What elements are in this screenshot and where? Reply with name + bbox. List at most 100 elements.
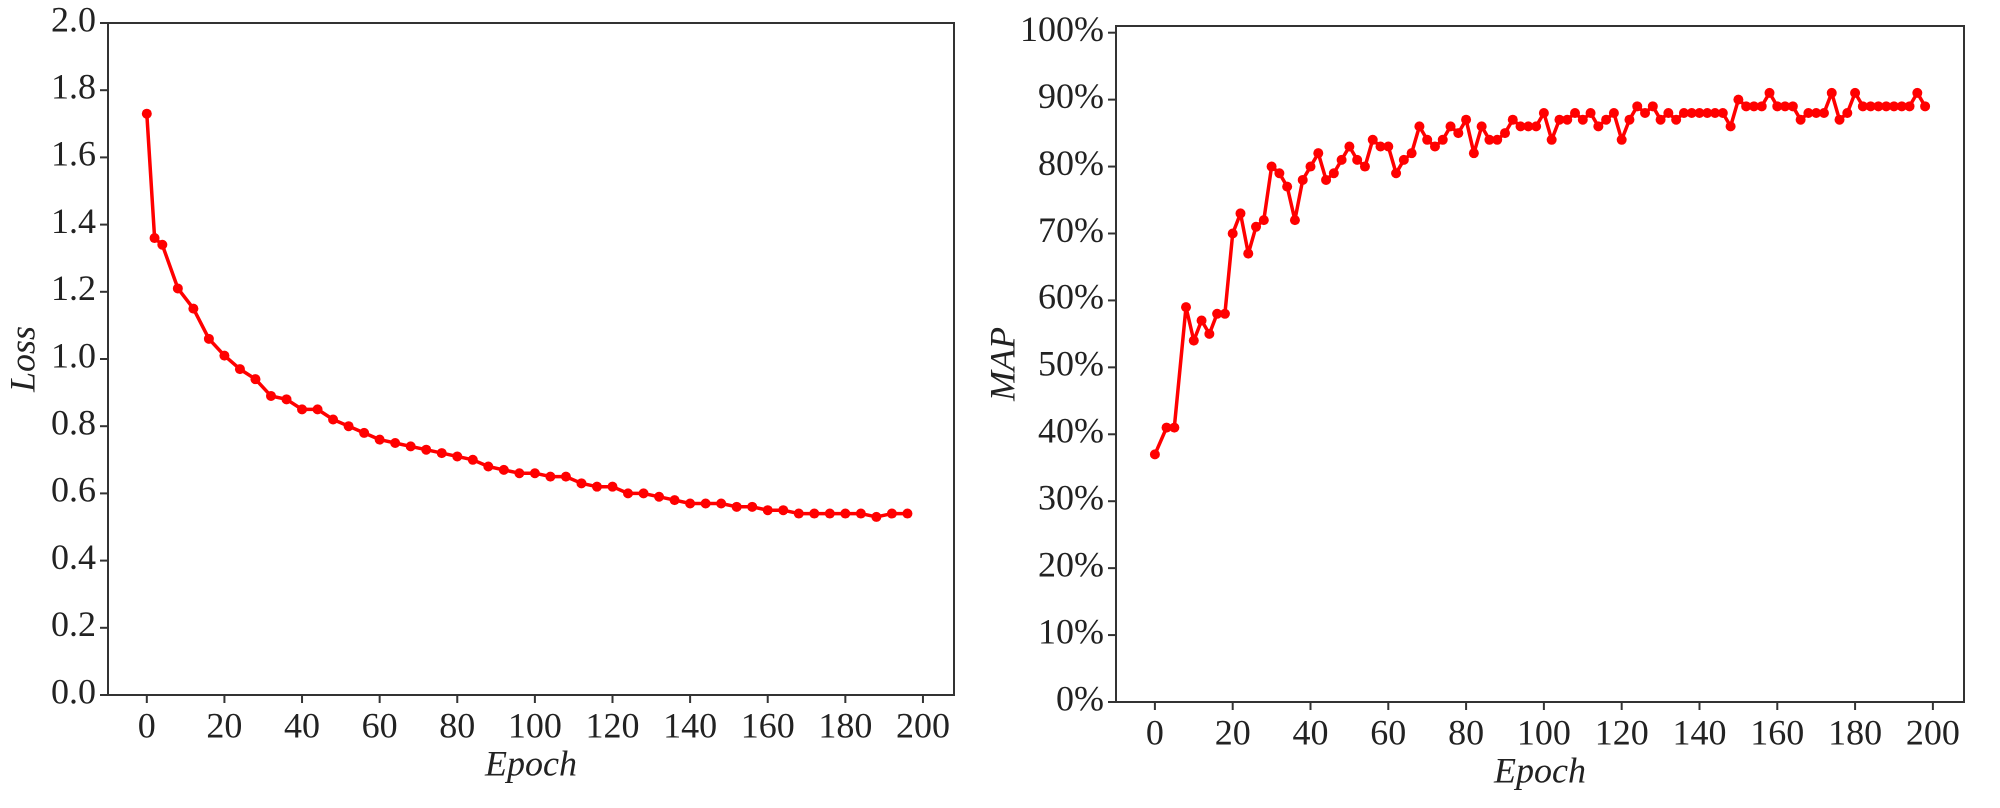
x-tick-label: 40 [1292,712,1328,752]
y-tick-label: 0.0 [51,671,96,711]
data-point [1274,168,1285,179]
data-point [1904,101,1915,112]
data-point [1282,181,1293,192]
y-tick-label: 70% [1038,210,1104,250]
data-point [312,404,323,415]
data-point [1601,114,1612,125]
data-point [359,427,370,438]
data-point [1321,174,1332,185]
data-point [1235,208,1246,219]
data-point [1733,94,1744,105]
data-point [824,508,835,519]
data-point [1196,315,1207,326]
y-tick-label: 100% [1020,9,1104,49]
data-point [1169,422,1180,433]
x-tick-label: 0 [138,705,156,745]
data-point [281,394,292,405]
data-point [1678,108,1689,119]
data-point [1161,422,1172,433]
x-tick-label: 100 [508,705,562,745]
data-point [1608,108,1619,119]
data-point [1507,114,1518,125]
data-point [1873,101,1884,112]
data-point [1422,134,1433,145]
y-tick-label: 80% [1038,143,1104,183]
data-point [1772,101,1783,112]
data-point [840,508,851,519]
data-point [1492,134,1503,145]
y-tick-label: 60% [1038,277,1104,317]
data-point [731,501,742,512]
data-point [1531,121,1542,132]
data-line [1153,91,1927,456]
y-tick-label: 1.4 [51,201,96,241]
data-point [576,478,587,489]
y-tick-label: 10% [1038,611,1104,651]
data-point [623,488,634,499]
y-tick-label: 0.2 [51,604,96,644]
data-point [1258,215,1269,226]
data-point [1243,248,1254,259]
data-point [374,434,385,445]
data-point [1414,121,1425,132]
data-point [1188,335,1199,346]
data-point [1593,121,1604,132]
data-point [1671,114,1682,125]
data-point [685,498,696,509]
data-point [149,233,160,244]
x-tick-label: 20 [206,705,242,745]
data-point [1748,101,1759,112]
data-point [529,468,540,479]
data-point [902,508,913,519]
y-tick-label: 1.6 [51,134,96,174]
data-point [1546,134,1557,145]
data-point [1344,141,1355,152]
data-point [654,491,665,502]
plot-frame [1115,25,1965,703]
data-point [1912,87,1923,98]
data-point [157,239,168,250]
data-point [1857,101,1868,112]
data-point [855,508,866,519]
y-tick-label: 2.0 [51,0,96,39]
data-point [1888,101,1899,112]
data-point [762,505,773,516]
data-point [1181,302,1192,313]
data-point [1313,148,1324,159]
data-point [1787,101,1798,112]
x-axis-label: Epoch [1493,750,1586,790]
data-point [265,390,276,401]
data-point [1818,108,1829,119]
data-point [1367,134,1378,145]
x-tick-label: 160 [1750,712,1804,752]
data-point [1686,108,1697,119]
data-point [1352,154,1363,165]
data-point [1266,161,1277,172]
data-point [638,488,649,499]
data-point [1577,114,1588,125]
data-point [1624,114,1635,125]
y-axis-label: MAP [982,327,1022,402]
data-point [1826,87,1837,98]
data-point [1406,148,1417,159]
y-tick-label: 0.8 [51,402,96,442]
x-tick-label: 40 [284,705,320,745]
data-point [1297,174,1308,185]
x-tick-label: 200 [896,705,950,745]
data-point [1764,87,1775,98]
data-point [1655,114,1666,125]
data-point [514,468,525,479]
data-point [1725,121,1736,132]
data-point [1585,108,1596,119]
data-point [1710,108,1721,119]
y-axis-label: Loss [2,326,42,393]
x-tick-label: 140 [663,705,717,745]
data-point [1881,101,1892,112]
data-point [1289,215,1300,226]
data-point [1554,114,1565,125]
data-point [1865,101,1876,112]
data-point [1756,101,1767,112]
data-point [1834,114,1845,125]
data-point [1328,168,1339,179]
x-tick-label: 80 [439,705,475,745]
